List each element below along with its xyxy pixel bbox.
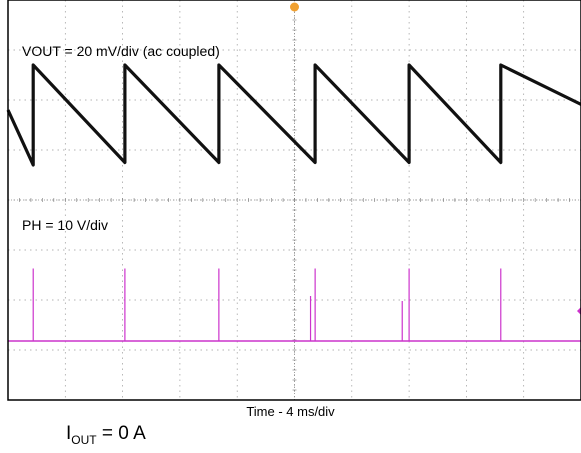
- time-axis-caption: Time - 4 ms/div: [246, 404, 335, 419]
- plot-frame: [7, 0, 581, 401]
- output-current-label: IOUT = 0 A: [66, 423, 146, 447]
- iout-symbol: I: [66, 423, 72, 444]
- ph-channel-label: PH = 10 V/div: [22, 217, 108, 233]
- traces: [6, 63, 581, 342]
- vout-channel-label: VOUT = 20 mV/div (ac coupled): [22, 43, 220, 59]
- iout-subscript: OUT: [71, 433, 97, 447]
- channel-markers: [290, 2, 581, 315]
- trigger-marker: [290, 2, 299, 12]
- ph-level-marker: [577, 307, 581, 315]
- vout-trace: [6, 63, 581, 167]
- iout-value: = 0 A: [101, 423, 146, 444]
